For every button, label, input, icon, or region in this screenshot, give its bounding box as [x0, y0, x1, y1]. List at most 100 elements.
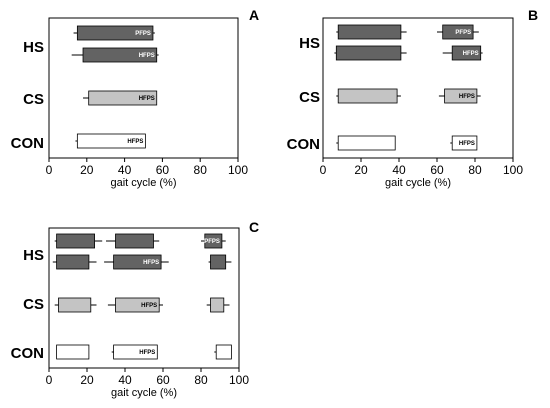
panel-c-letter: C: [249, 219, 259, 235]
bar-rect: [337, 24, 402, 40]
panel-a-bar-hs-row0: PFPS: [73, 25, 155, 41]
panel-a-bar-cs-row0: HFPS: [83, 90, 158, 106]
panel-b-group-label-hs: HS: [299, 35, 320, 52]
bar-label: HFPS: [141, 303, 157, 309]
panel-b-letter: B: [528, 7, 538, 23]
bar-label: HFPS: [463, 51, 479, 57]
bar-rect: [442, 24, 474, 40]
panel-c-bar-hs-row0: [106, 233, 160, 249]
panel-c-x-tick-label: 0: [46, 373, 53, 387]
panel-a-x-tick-label: 100: [228, 163, 248, 177]
bar-rect: [58, 297, 92, 313]
bar-rect: [451, 135, 478, 151]
panel-b-bar-hs-row1: HFPS: [442, 45, 483, 61]
panel-c-bar-hs-row1: [208, 254, 232, 270]
panel-c-group-label-hs: HS: [23, 247, 44, 264]
panel-c-bar-hs-row1: HFPS: [104, 254, 169, 270]
bar-rect: [210, 297, 225, 313]
panel-c-x-axis-ticks: 0 20 40 60 80 100: [46, 368, 249, 387]
bar-rect: [335, 45, 402, 61]
panel-c-bar-cs-row0: HFPS: [107, 297, 163, 313]
bar-rect: [215, 344, 232, 360]
panel-c-bar-cs-row0: [206, 297, 230, 313]
bar-rect: [337, 135, 396, 151]
panel-b-bar-cs-row0: HFPS: [438, 88, 481, 104]
panel-a-group-label-hs: HS: [23, 39, 44, 56]
panel-c-bar-con-row0: HFPS: [111, 344, 158, 360]
bar-label: HFPS: [459, 94, 475, 100]
bar-rect: [115, 297, 160, 313]
panel-b-x-axis-ticks: 0 20 40 60 80 100: [320, 158, 523, 177]
panel-b-bar-con-row0: [336, 135, 396, 151]
panel-c-x-tick-label: 100: [229, 373, 249, 387]
bar-rect: [210, 254, 227, 270]
panel-c-bar-hs-row0: PFPS: [201, 233, 226, 249]
panel-a-x-axis-label: gait cycle (%): [110, 177, 176, 189]
panel-a-bars: PFPS HFPS HFPS HFPS: [71, 25, 159, 149]
panel-c: C HS CS CON 0 20 40 60 80 100 PFPS HFPS HFPS HFP…: [11, 219, 259, 399]
bar-label: HFPS: [139, 350, 155, 356]
panel-c-bar-hs-row1: [52, 254, 97, 270]
panel-b-bar-hs-row0: [336, 24, 407, 40]
panel-c-x-tick-label: 60: [156, 373, 170, 387]
panel-b-x-tick-label: 100: [503, 163, 523, 177]
bar-rect: [56, 344, 90, 360]
panel-c-x-tick-label: 40: [118, 373, 132, 387]
panel-c-group-label-cs: CS: [23, 296, 44, 313]
panel-c-bar-hs-row0: [54, 233, 103, 249]
bar-rect: [204, 233, 223, 249]
panel-b-group-label-con: CON: [287, 136, 320, 153]
bar-rect: [337, 88, 398, 104]
bar-rect: [82, 47, 158, 63]
bar-rect: [113, 344, 158, 360]
panel-a-group-label-cs: CS: [23, 91, 44, 108]
panel-b-plot-frame: [322, 17, 514, 159]
panel-a: A HS CS CON 0 20 40 60 80 100 PFPS HFPS HFPS HFP…: [11, 7, 259, 189]
panel-c-x-tick-label: 80: [194, 373, 208, 387]
panel-a-bar-hs-row1: HFPS: [71, 47, 159, 63]
bar-rect: [115, 233, 154, 249]
panel-a-x-axis-ticks: 0 20 40 60 80 100: [46, 158, 248, 177]
panel-b-bar-cs-row0: [336, 88, 401, 104]
panel-a-bar-con-row0: HFPS: [75, 133, 146, 149]
bar-rect: [76, 25, 154, 41]
panel-b-x-tick-label: 60: [430, 163, 444, 177]
panel-b: B HS CS CON 0 20 40 60 80 100 PFPS HFPS HFPS HFP…: [287, 7, 538, 189]
panel-c-group-label-con: CON: [11, 345, 44, 362]
panel-c-bar-cs-row0: [54, 297, 97, 313]
panel-a-x-tick-label: 20: [80, 163, 94, 177]
panel-b-x-tick-label: 0: [320, 163, 327, 177]
bar-rect: [56, 254, 90, 270]
panel-b-x-tick-label: 80: [468, 163, 482, 177]
panel-b-x-axis-label: gait cycle (%): [385, 177, 451, 189]
bar-rect: [444, 88, 478, 104]
bar-label: HFPS: [127, 139, 143, 145]
bar-label: HFPS: [139, 53, 155, 59]
bar-rect: [76, 133, 146, 149]
panel-c-bars: PFPS HFPS HFPS HFPS: [52, 233, 232, 360]
panel-a-letter: A: [249, 7, 259, 23]
panel-c-bar-con-row0: [56, 344, 90, 360]
panel-a-x-tick-label: 40: [118, 163, 132, 177]
bar-label: PFPS: [204, 239, 220, 245]
panel-a-x-tick-label: 80: [194, 163, 208, 177]
panel-b-bar-con-row0: HFPS: [450, 135, 478, 151]
panel-c-x-tick-label: 20: [80, 373, 94, 387]
bar-label: HFPS: [459, 141, 475, 147]
panel-a-group-label-con: CON: [11, 135, 44, 152]
panel-b-group-label-cs: CS: [299, 89, 320, 106]
bar-rect: [113, 254, 162, 270]
bar-rect: [56, 233, 95, 249]
panel-a-x-tick-label: 0: [46, 163, 53, 177]
panel-c-bar-con-row0: [214, 344, 232, 360]
panel-c-plot-frame: [48, 227, 240, 369]
bar-rect: [88, 90, 158, 106]
panel-b-x-tick-label: 40: [392, 163, 406, 177]
bar-label: HFPS: [139, 96, 155, 102]
bar-rect: [451, 45, 482, 61]
panel-a-plot-frame: [48, 17, 239, 159]
panel-b-bar-hs-row0: PFPS: [437, 24, 479, 40]
panel-b-x-tick-label: 20: [354, 163, 368, 177]
bar-label: PFPS: [135, 31, 151, 37]
